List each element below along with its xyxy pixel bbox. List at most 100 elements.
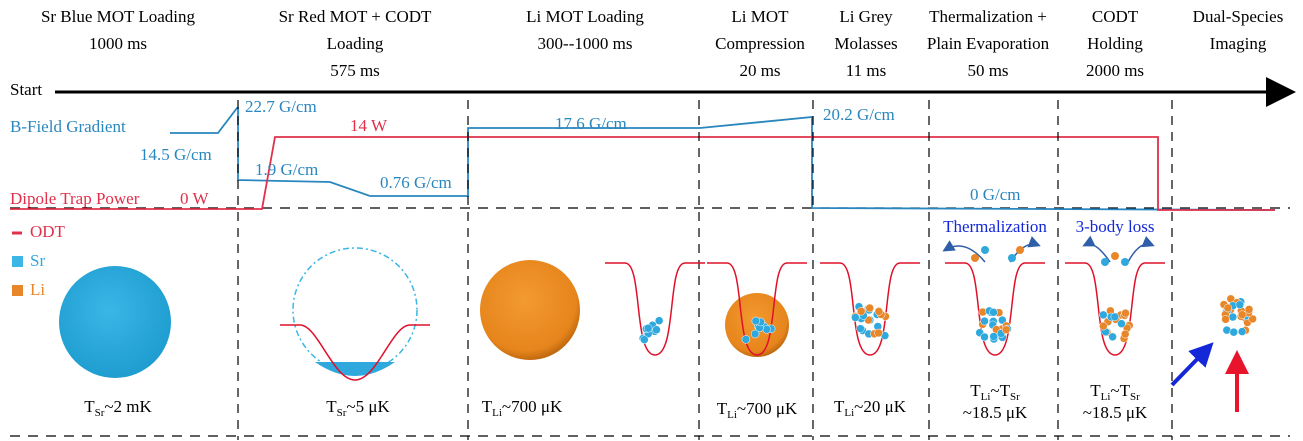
text: ~700 μK <box>502 397 563 416</box>
odt-potential <box>605 263 705 355</box>
b-field-trace <box>170 108 1275 210</box>
stage-title: CODT <box>1092 7 1139 26</box>
legend-label: Sr <box>30 251 45 270</box>
text: ~2 mK <box>104 397 152 416</box>
b-field-label: 0.76 G/cm <box>380 173 452 192</box>
stage-title: Molasses <box>834 34 897 53</box>
b-field-label: 22.7 G/cm <box>245 97 317 116</box>
subscript: Li <box>844 407 854 419</box>
sr-cloud <box>59 266 171 378</box>
atom <box>1229 313 1237 321</box>
atom <box>1109 333 1117 341</box>
atom <box>875 307 883 315</box>
arrow <box>945 246 985 262</box>
legend-swatch <box>12 256 23 267</box>
atom <box>1122 309 1130 317</box>
atom <box>655 317 663 325</box>
atom <box>1238 328 1246 336</box>
sequence-diagram: Sr Blue MOT Loading 1000 ms Sr Red MOT + C… <box>0 0 1303 441</box>
text: ~T <box>990 381 1010 400</box>
atom <box>1121 258 1129 266</box>
atom <box>857 307 865 315</box>
atom <box>1008 254 1016 262</box>
atom <box>752 317 760 325</box>
power-label: 14 W <box>350 116 388 135</box>
subscript: Li <box>492 407 502 419</box>
atom <box>640 336 648 344</box>
stage-title: Plain Evaporation <box>927 34 1050 53</box>
subscript: Sr <box>1010 391 1020 403</box>
stage-title: Loading <box>327 34 384 53</box>
temperature-label: ~18.5 μK <box>963 403 1028 422</box>
atom <box>1002 326 1010 334</box>
temperature-label: TLi~TSr <box>1090 381 1140 403</box>
text: T <box>1090 381 1101 400</box>
stage-title: 20 ms <box>739 61 780 80</box>
legend-label: Li <box>30 280 45 299</box>
li-cloud <box>480 260 580 360</box>
text: T <box>970 381 981 400</box>
stage-title: 300--1000 ms <box>538 34 633 53</box>
text: ~18.5 μK <box>963 403 1028 422</box>
atom <box>981 317 989 325</box>
b-field-label: 1.9 G/cm <box>255 160 318 179</box>
subscript: Sr <box>95 407 105 419</box>
subscript: Li <box>1101 391 1111 403</box>
atom <box>856 325 864 333</box>
stage-title: Sr Red MOT + CODT <box>279 7 432 26</box>
subscript: Sr <box>1130 391 1140 403</box>
stage-title: 50 ms <box>967 61 1008 80</box>
b-field-label: 17.6 G/cm <box>555 114 627 133</box>
stage-title: Sr Blue MOT Loading <box>41 7 196 26</box>
text: T <box>84 397 95 416</box>
text: T <box>326 397 337 416</box>
arrow <box>1128 244 1152 262</box>
b-field-label: 0 G/cm <box>970 185 1021 204</box>
b-field-label: 20.2 G/cm <box>823 105 895 124</box>
trace-label: B-Field Gradient <box>10 117 126 136</box>
text: ~700 μK <box>737 399 798 418</box>
atom <box>1099 322 1107 330</box>
start-label: Start <box>10 80 42 99</box>
stage-title: Compression <box>715 34 805 53</box>
atom <box>751 330 759 338</box>
atom <box>1101 258 1109 266</box>
atom <box>1117 320 1125 328</box>
stage-title: Li Grey <box>839 7 893 26</box>
atom <box>652 326 660 334</box>
atom <box>1245 305 1253 313</box>
temperature-label: TLi~TSr <box>970 381 1020 403</box>
atom <box>851 314 859 322</box>
atom <box>971 254 979 262</box>
text: ~20 μK <box>854 397 907 416</box>
legend-swatch <box>12 285 23 296</box>
atom <box>981 246 989 254</box>
atom <box>1230 328 1238 336</box>
text: T <box>717 399 728 418</box>
atom <box>1238 311 1246 319</box>
odt-potential <box>1065 263 1165 355</box>
temperature-label: TSr~2 mK <box>84 397 152 419</box>
atom <box>1016 246 1024 254</box>
b-field-label: 14.5 G/cm <box>140 145 212 164</box>
trace-label: Dipole Trap Power <box>10 189 140 208</box>
atom <box>763 325 771 333</box>
stage-title: Holding <box>1087 34 1143 53</box>
stage-title: 11 ms <box>846 61 886 80</box>
atom <box>875 329 883 337</box>
sr-cloud-trapped <box>315 362 395 376</box>
atom <box>1111 313 1119 321</box>
temperature-label: TLi~700 μK <box>482 397 563 419</box>
process-label: Thermalization <box>943 217 1047 236</box>
text: ~T <box>1110 381 1130 400</box>
temperature-label: TLi~20 μK <box>834 397 907 419</box>
text: T <box>482 397 493 416</box>
atom <box>1222 315 1230 323</box>
stage-title: Imaging <box>1210 34 1267 53</box>
stage-title: 1000 ms <box>89 34 147 53</box>
stage-title: 575 ms <box>330 61 380 80</box>
process-label: 3-body loss <box>1076 217 1155 236</box>
atom <box>1224 304 1232 312</box>
atom <box>1121 330 1129 338</box>
text: ~18.5 μK <box>1083 403 1148 422</box>
